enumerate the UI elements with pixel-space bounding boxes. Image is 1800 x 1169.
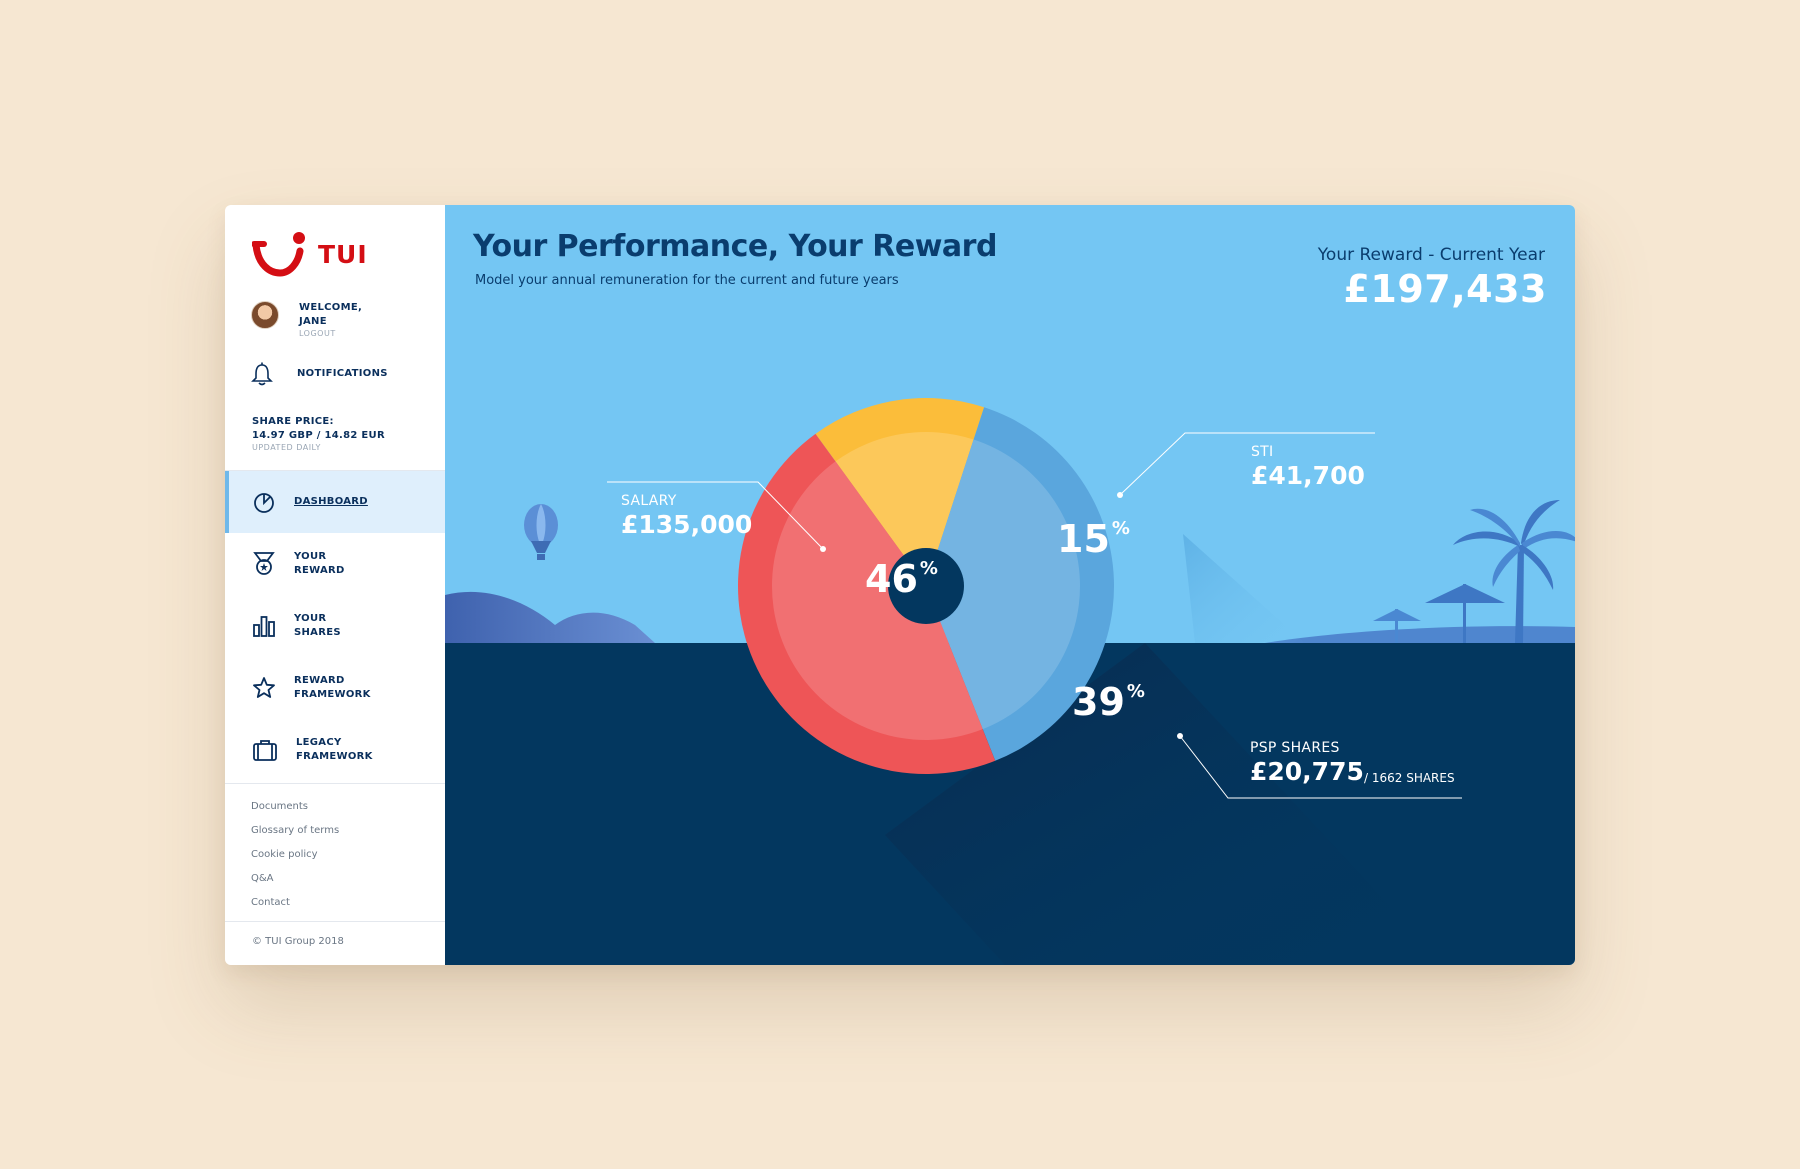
divider bbox=[225, 783, 445, 784]
umbrella-icon bbox=[1425, 584, 1505, 643]
avatar[interactable] bbox=[251, 301, 279, 329]
notifications-label: NOTIFICATIONS bbox=[297, 368, 388, 379]
umbrella-icon bbox=[1373, 609, 1421, 643]
salary-label: SALARY bbox=[621, 493, 677, 509]
share-price: SHARE PRICE: 14.97 GBP / 14.82 EUR UPDAT… bbox=[252, 415, 385, 452]
psp-label: PSP SHARES bbox=[1250, 740, 1340, 756]
nav-label: REWARD bbox=[294, 675, 345, 686]
salary-leader-line bbox=[607, 481, 826, 552]
salary-amount: £135,000 bbox=[621, 510, 753, 539]
nav-label: REWARD bbox=[294, 565, 345, 576]
nav-label: DASHBOARD bbox=[294, 496, 368, 507]
reward-pie-chart bbox=[738, 397, 1114, 774]
nav-label: FRAMEWORK bbox=[296, 751, 373, 762]
nav-label: SHARES bbox=[294, 627, 341, 638]
tui-smile-icon bbox=[252, 232, 305, 277]
link-glossary[interactable]: Glossary of terms bbox=[251, 825, 340, 836]
sti-amount: £41,700 bbox=[1251, 461, 1365, 490]
divider bbox=[225, 470, 445, 471]
chart-shadow-sea bbox=[885, 643, 1445, 965]
briefcase-icon bbox=[253, 740, 277, 761]
salary-percent: 46% bbox=[865, 557, 938, 601]
nav-label: FRAMEWORK bbox=[294, 689, 371, 700]
nav-item-your-reward[interactable]: YOUR REWARD bbox=[225, 533, 445, 595]
page-title: Your Performance, Your Reward bbox=[473, 229, 997, 264]
nav-item-reward-framework[interactable]: REWARD FRAMEWORK bbox=[225, 657, 445, 719]
bar-chart-icon bbox=[253, 616, 275, 637]
chart-shadow-sky bbox=[1183, 534, 1305, 643]
pie-slice-sti-inner[interactable] bbox=[835, 432, 974, 586]
star-icon bbox=[253, 677, 275, 698]
nav-label: YOUR bbox=[294, 613, 327, 624]
pie-chart-icon bbox=[254, 493, 274, 513]
footer-links: Documents Glossary of terms Cookie polic… bbox=[251, 795, 339, 915]
reward-total: £197,433 bbox=[1343, 267, 1547, 311]
medal-icon bbox=[253, 552, 275, 575]
nav-label: LEGACY bbox=[296, 737, 342, 748]
percent-sign: % bbox=[919, 558, 938, 579]
nav-item-legacy-framework[interactable]: LEGACY FRAMEWORK bbox=[225, 719, 445, 781]
app-window: TUI WELCOME, JANE LOGOUT NOTIFICATIONS S… bbox=[225, 205, 1575, 965]
sti-percent-value: 15 bbox=[1057, 517, 1110, 561]
copyright: © TUI Group 2018 bbox=[252, 936, 344, 947]
salary-percent-value: 46 bbox=[865, 557, 918, 601]
bell-icon bbox=[251, 362, 273, 386]
page-subtitle: Model your annual remuneration for the c… bbox=[475, 273, 899, 288]
notifications-link[interactable]: NOTIFICATIONS bbox=[251, 362, 388, 386]
nav-label: YOUR bbox=[294, 551, 327, 562]
psp-percent-value: 39 bbox=[1072, 680, 1125, 724]
nav-item-dashboard[interactable]: DASHBOARD bbox=[225, 471, 445, 533]
reward-label: Your Reward - Current Year bbox=[1317, 245, 1545, 265]
sti-leader-line bbox=[1117, 432, 1375, 498]
welcome-text: WELCOME, bbox=[299, 302, 363, 313]
psp-shares-count: / 1662 SHARES bbox=[1364, 771, 1455, 785]
divider bbox=[225, 921, 445, 922]
percent-sign: % bbox=[1126, 681, 1145, 702]
scene-illustration bbox=[445, 397, 1575, 965]
share-price-value: 14.97 GBP / 14.82 EUR bbox=[252, 430, 385, 441]
brand-name: TUI bbox=[318, 239, 368, 269]
logout-link[interactable]: LOGOUT bbox=[299, 329, 336, 338]
share-price-label: SHARE PRICE: bbox=[252, 416, 334, 427]
link-contact[interactable]: Contact bbox=[251, 897, 290, 908]
dashboard-main: Your Performance, Your Reward Model your… bbox=[445, 205, 1575, 965]
nav-item-your-shares[interactable]: YOUR SHARES bbox=[225, 595, 445, 657]
percent-sign: % bbox=[1111, 518, 1130, 539]
sti-percent: 15% bbox=[1057, 517, 1130, 561]
pie-slice-salary-inner[interactable] bbox=[771, 461, 983, 741]
pie-slice-psp-inner[interactable] bbox=[926, 439, 1080, 730]
pie-center-hole bbox=[888, 548, 964, 624]
link-cookie-policy[interactable]: Cookie policy bbox=[251, 849, 318, 860]
sidebar-nav: DASHBOARD YOUR REWARD bbox=[225, 471, 445, 781]
tui-logo[interactable]: TUI bbox=[252, 229, 368, 279]
psp-percent: 39% bbox=[1072, 680, 1145, 724]
hill-shape bbox=[445, 591, 655, 643]
balloon-icon bbox=[524, 504, 558, 560]
palm-tree-icon bbox=[1453, 500, 1575, 643]
sti-label: STI bbox=[1251, 444, 1274, 460]
user-name: JANE bbox=[299, 316, 327, 327]
share-price-note: UPDATED DAILY bbox=[252, 443, 321, 452]
user-profile: WELCOME, JANE LOGOUT bbox=[251, 301, 362, 338]
link-qa[interactable]: Q&A bbox=[251, 873, 274, 884]
island-shape bbox=[1265, 626, 1575, 643]
link-documents[interactable]: Documents bbox=[251, 801, 309, 812]
sidebar: TUI WELCOME, JANE LOGOUT NOTIFICATIONS S… bbox=[225, 205, 445, 965]
psp-leader-line bbox=[1177, 733, 1462, 799]
psp-amount: £20,775 bbox=[1250, 757, 1364, 786]
